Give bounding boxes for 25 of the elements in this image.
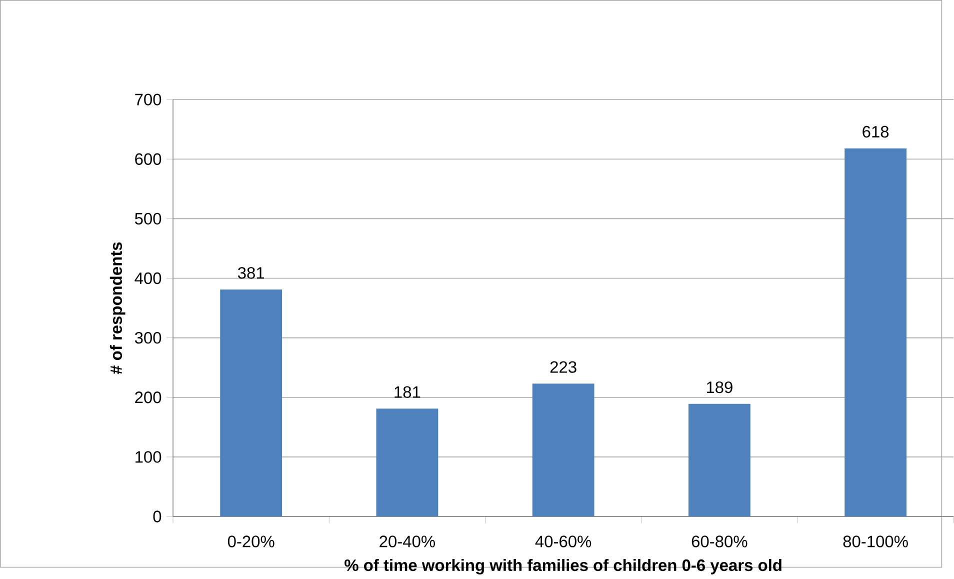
- x-tick-label: 60-80%: [692, 536, 748, 548]
- y-axis-title: # of respondents: [110, 242, 126, 374]
- bar: [220, 290, 282, 517]
- y-tick-label: 0: [153, 510, 162, 522]
- data-label: 618: [862, 126, 889, 138]
- data-label: 223: [550, 361, 576, 373]
- data-label: 381: [238, 267, 264, 279]
- data-label: 189: [706, 382, 732, 394]
- x-tick-label: 40-60%: [535, 536, 592, 548]
- x-tick-label: 80-100%: [843, 536, 908, 548]
- data-label: 181: [394, 386, 420, 398]
- y-tick-label: 100: [136, 451, 162, 463]
- y-tick-label: 300: [134, 332, 162, 344]
- bar: [844, 148, 907, 517]
- y-tick-label: 400: [134, 272, 162, 284]
- y-tick-label: 700: [135, 94, 162, 106]
- x-tick-label: 20-40%: [380, 536, 435, 548]
- bar: [376, 408, 438, 517]
- bar: [532, 384, 594, 517]
- x-axis-title: % of time working with families of children 0-6 years old: [344, 559, 782, 575]
- bar: [688, 404, 750, 517]
- y-tick-label: 600: [135, 153, 162, 166]
- y-tick-label: 200: [135, 392, 162, 404]
- y-tick-label: 500: [134, 212, 162, 225]
- x-tick-label: 0-20%: [228, 536, 274, 548]
